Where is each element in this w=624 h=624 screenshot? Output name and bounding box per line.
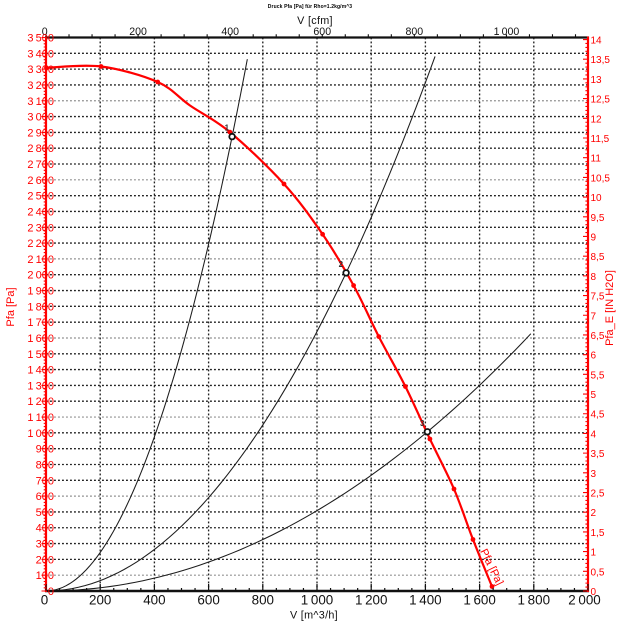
svg-text:1 800: 1 800: [27, 301, 54, 313]
svg-text:11,5: 11,5: [591, 134, 610, 145]
svg-text:1 200: 1 200: [355, 593, 387, 608]
svg-text:2 600: 2 600: [27, 175, 54, 187]
svg-text:400: 400: [221, 26, 239, 38]
svg-text:1 200: 1 200: [27, 396, 54, 408]
svg-text:3 000: 3 000: [27, 112, 54, 124]
svg-text:3 400: 3 400: [27, 48, 54, 60]
svg-text:3 200: 3 200: [27, 80, 54, 92]
svg-text:3 300: 3 300: [27, 64, 54, 76]
svg-text:2 300: 2 300: [27, 222, 54, 234]
svg-text:2 000: 2 000: [568, 593, 600, 608]
svg-text:2: 2: [591, 508, 597, 519]
svg-text:700: 700: [36, 475, 54, 487]
svg-text:800: 800: [36, 459, 54, 471]
svg-text:3: 3: [420, 419, 425, 428]
svg-text:Pfa [Pa]: Pfa [Pa]: [477, 547, 505, 587]
svg-text:10: 10: [591, 193, 603, 204]
svg-text:1 900: 1 900: [27, 286, 54, 298]
svg-text:2 200: 2 200: [27, 238, 54, 250]
svg-text:13,5: 13,5: [591, 55, 611, 66]
svg-text:8: 8: [591, 272, 597, 283]
svg-text:100: 100: [36, 570, 54, 582]
svg-text:600: 600: [36, 491, 54, 503]
svg-text:2 700: 2 700: [27, 159, 54, 171]
svg-text:4,5: 4,5: [591, 410, 605, 421]
svg-text:1 400: 1 400: [409, 593, 441, 608]
svg-text:1 000: 1 000: [27, 428, 54, 440]
svg-text:Pfa_E [IN H2O]: Pfa_E [IN H2O]: [604, 270, 616, 346]
svg-text:200: 200: [129, 26, 147, 38]
svg-text:300: 300: [36, 539, 54, 551]
svg-text:2 500: 2 500: [27, 191, 54, 203]
svg-text:1 800: 1 800: [518, 593, 550, 608]
svg-text:2,5: 2,5: [591, 489, 605, 500]
svg-text:13: 13: [591, 75, 603, 86]
svg-text:1 000: 1 000: [301, 593, 333, 608]
svg-text:6,5: 6,5: [591, 331, 605, 342]
svg-text:0: 0: [41, 593, 48, 608]
svg-text:0: 0: [591, 587, 597, 598]
svg-text:10,5: 10,5: [591, 173, 611, 184]
svg-text:200: 200: [36, 554, 54, 566]
svg-text:3,5: 3,5: [591, 449, 605, 460]
svg-text:1 100: 1 100: [27, 412, 54, 424]
svg-text:7,5: 7,5: [591, 292, 605, 303]
svg-text:900: 900: [36, 444, 54, 456]
svg-text:1: 1: [225, 124, 230, 133]
svg-text:V [cfm]: V [cfm]: [297, 15, 333, 27]
svg-text:0,5: 0,5: [591, 567, 605, 578]
svg-text:Druck Pfa [Pa] für Rho=1.2kg/m: Druck Pfa [Pa] für Rho=1.2kg/m^3: [268, 4, 353, 10]
svg-text:9,5: 9,5: [591, 213, 605, 224]
svg-text:6: 6: [591, 351, 597, 362]
svg-text:V [m^3/h]: V [m^3/h]: [290, 610, 338, 622]
svg-text:1 000: 1 000: [494, 26, 520, 38]
svg-text:2 800: 2 800: [27, 143, 54, 155]
svg-text:1,5: 1,5: [591, 528, 605, 539]
svg-text:400: 400: [36, 523, 54, 535]
svg-text:1 300: 1 300: [27, 380, 54, 392]
svg-text:600: 600: [313, 26, 331, 38]
svg-text:1 600: 1 600: [463, 593, 495, 608]
svg-text:1 600: 1 600: [27, 333, 54, 345]
svg-text:5,5: 5,5: [591, 370, 605, 381]
svg-text:1: 1: [591, 548, 597, 559]
svg-text:0: 0: [48, 586, 54, 598]
svg-text:0: 0: [42, 26, 48, 38]
svg-text:2 400: 2 400: [27, 206, 54, 218]
svg-text:2: 2: [339, 260, 344, 269]
svg-text:5: 5: [591, 390, 597, 401]
svg-text:Pfa [Pa]: Pfa [Pa]: [5, 287, 17, 326]
svg-text:14: 14: [591, 36, 603, 47]
svg-text:7: 7: [591, 311, 597, 322]
svg-text:4: 4: [591, 429, 597, 440]
svg-text:2 900: 2 900: [27, 127, 54, 139]
svg-text:11: 11: [591, 154, 602, 165]
svg-text:800: 800: [406, 26, 424, 38]
svg-text:200: 200: [89, 593, 111, 608]
svg-text:12: 12: [591, 114, 603, 125]
svg-text:3 500: 3 500: [27, 33, 54, 45]
svg-text:1 400: 1 400: [27, 365, 54, 377]
svg-text:600: 600: [197, 593, 219, 608]
svg-text:1 700: 1 700: [27, 317, 54, 329]
svg-text:2 100: 2 100: [27, 254, 54, 266]
svg-text:3 100: 3 100: [27, 96, 54, 108]
svg-text:800: 800: [252, 593, 274, 608]
svg-text:500: 500: [36, 507, 54, 519]
svg-text:8,5: 8,5: [591, 252, 605, 263]
svg-text:400: 400: [143, 593, 165, 608]
svg-text:9: 9: [591, 232, 597, 243]
svg-text:12,5: 12,5: [591, 95, 611, 106]
svg-text:3: 3: [591, 469, 597, 480]
svg-text:1 500: 1 500: [27, 349, 54, 361]
svg-text:2 000: 2 000: [27, 270, 54, 282]
